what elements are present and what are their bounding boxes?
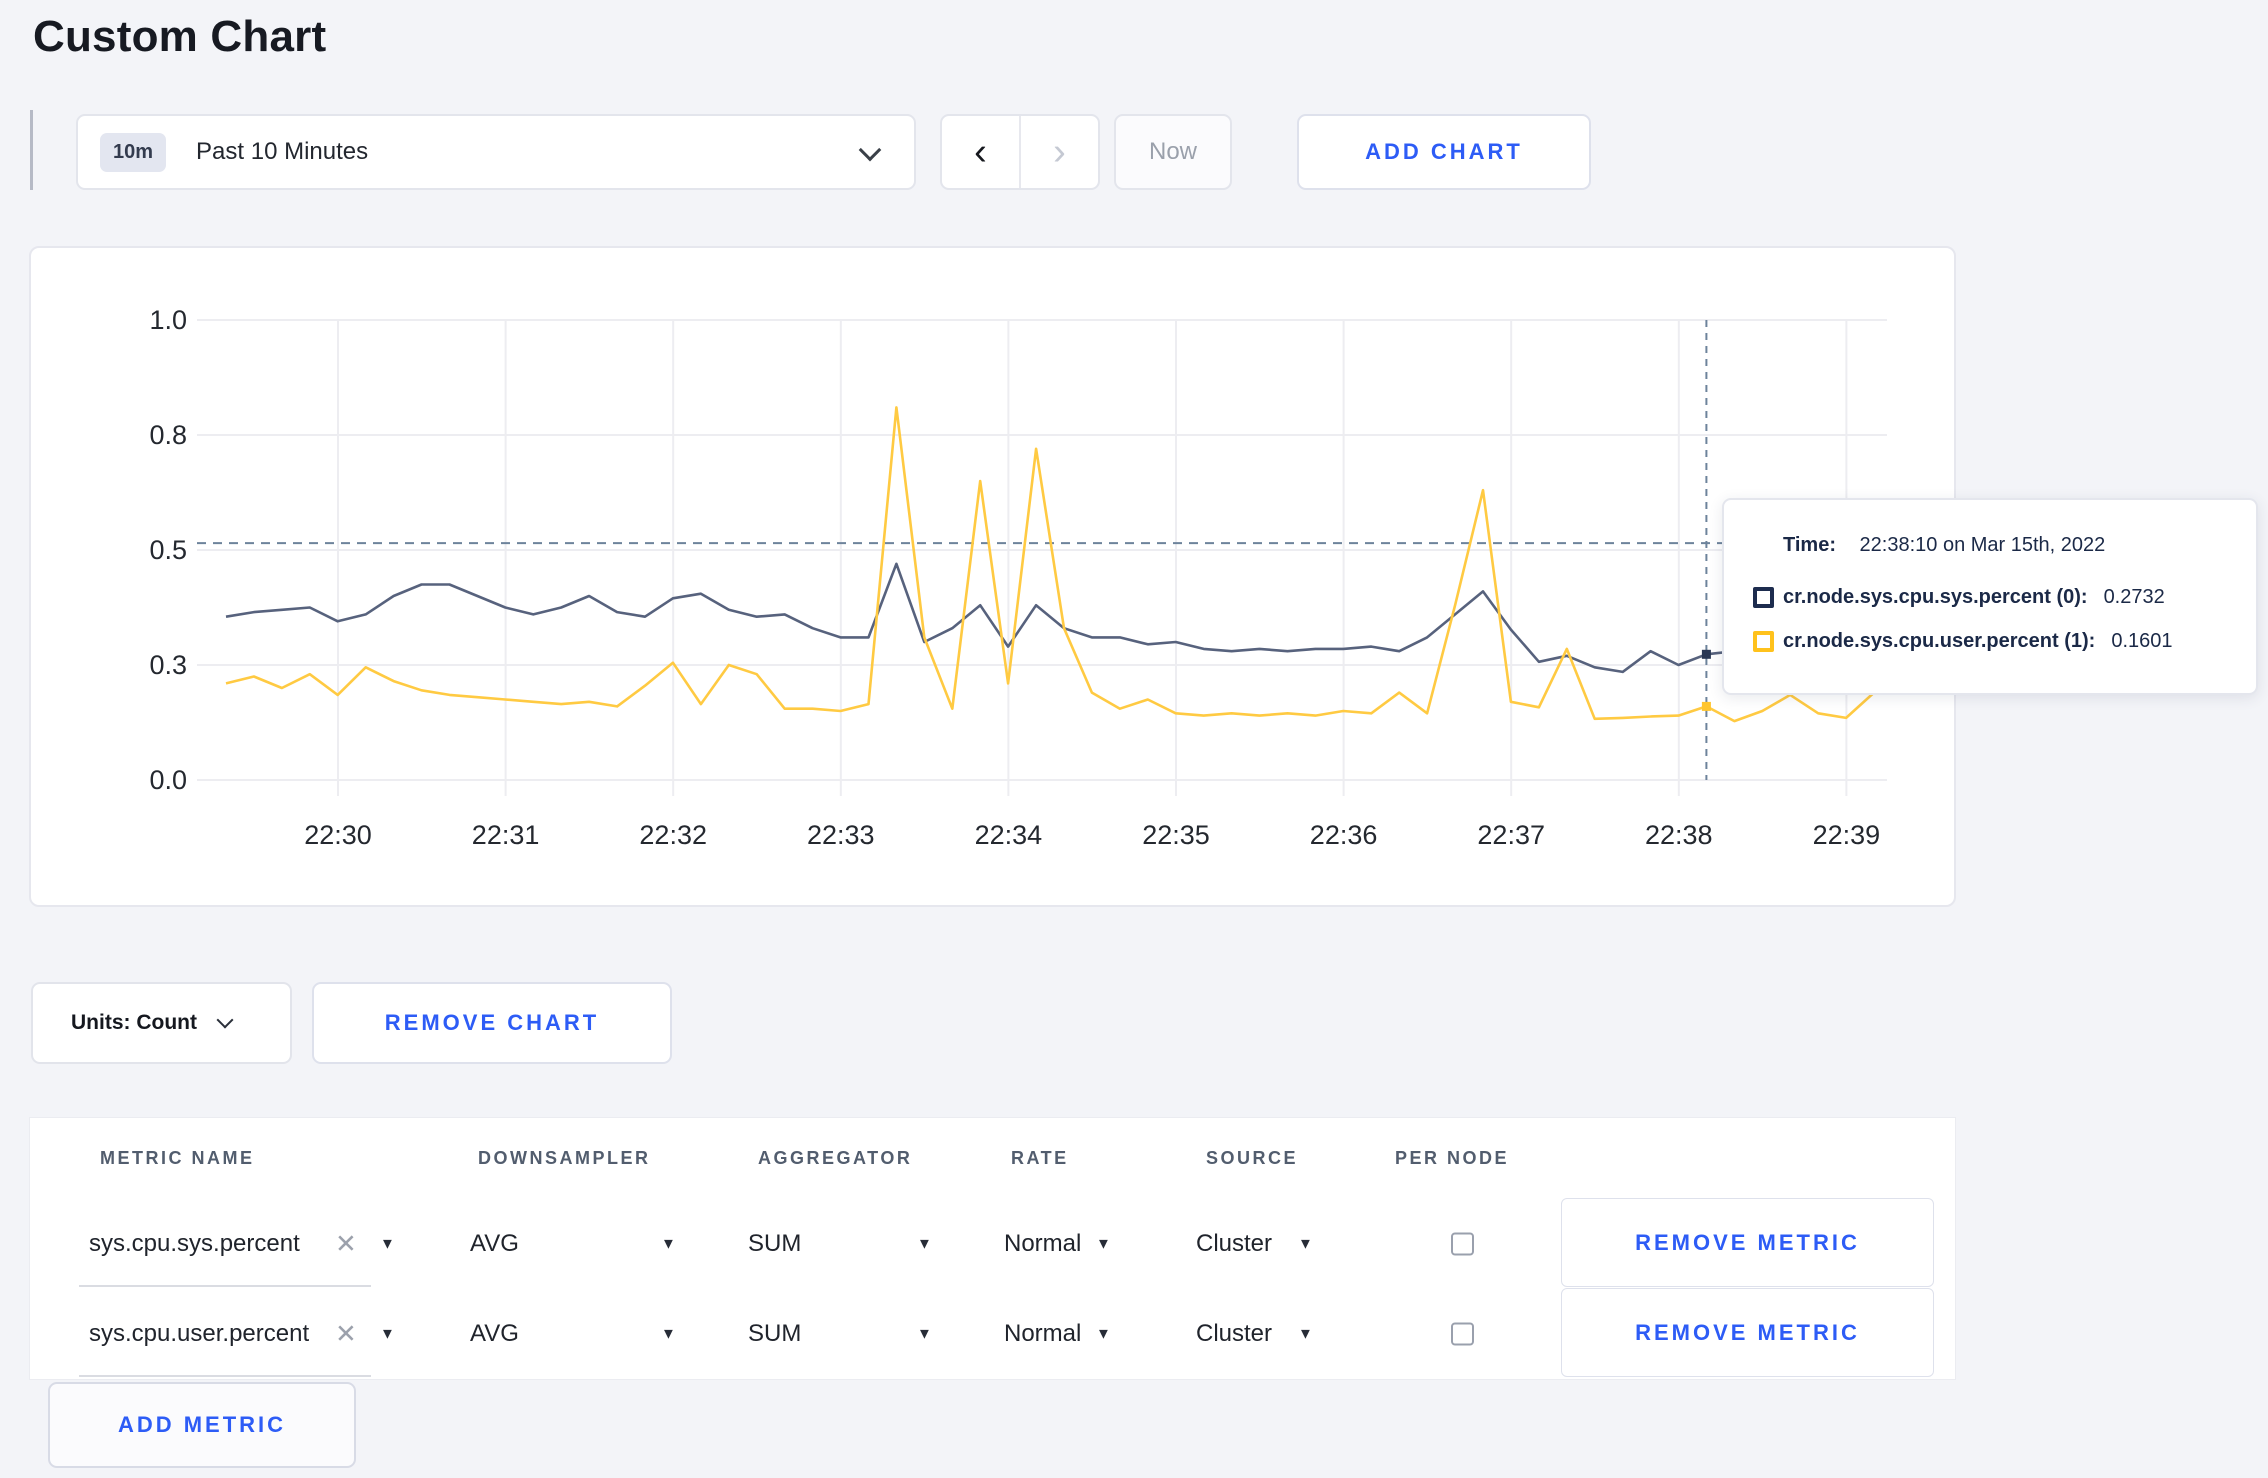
aggregator-select[interactable]: SUM: [748, 1319, 802, 1347]
chevron-down-icon[interactable]: ▼: [917, 1235, 932, 1252]
svg-text:0.8: 0.8: [149, 420, 187, 450]
chevron-down-icon: [216, 1011, 234, 1029]
col-header-per-node: PER NODE: [1395, 1148, 1510, 1168]
chart-tooltip: Time: 22:38:10 on Mar 15th, 2022 cr.node…: [1722, 498, 2258, 695]
col-header-source: SOURCE: [1206, 1148, 1299, 1168]
table-row: sys.cpu.user.percent ✕ ▼ AVG ▼ SUM ▼ Nor…: [30, 1289, 1955, 1378]
tooltip-time-label: Time:: [1783, 534, 1836, 556]
chart-card: 0.0 0.3 0.5 0.8 1.0 22:30 22:31 22:32 22:33 22:34…: [29, 246, 1956, 907]
svg-text:22:39: 22:39: [1813, 820, 1881, 850]
chevron-down-icon[interactable]: ▼: [1298, 1235, 1313, 1252]
svg-text:22:32: 22:32: [639, 820, 707, 850]
series-swatch-sys-icon: [1753, 587, 1774, 608]
chevron-down-icon[interactable]: ▼: [917, 1325, 932, 1342]
remove-metric-button[interactable]: REMOVE METRIC: [1561, 1198, 1934, 1287]
tooltip-series-name: cr.node.sys.cpu.sys.percent (0):: [1783, 586, 2088, 608]
units-dropdown[interactable]: Units: Count: [31, 982, 292, 1064]
tooltip-series-row: cr.node.sys.cpu.user.percent (1): 0.1601: [1753, 630, 2173, 653]
series-swatch-user-icon: [1753, 631, 1774, 652]
downsampler-select[interactable]: AVG: [470, 1229, 519, 1257]
remove-tag-icon[interactable]: ✕: [335, 1228, 357, 1258]
table-row: sys.cpu.sys.percent ✕ ▼ AVG ▼ SUM ▼ Norm…: [30, 1199, 1955, 1288]
tooltip-series-name: cr.node.sys.cpu.user.percent (1):: [1783, 630, 2096, 652]
svg-text:0.0: 0.0: [149, 765, 187, 795]
remove-tag-icon[interactable]: ✕: [335, 1318, 357, 1348]
chevron-down-icon[interactable]: ▼: [380, 1235, 395, 1252]
svg-text:22:33: 22:33: [807, 820, 875, 850]
tooltip-time: Time: 22:38:10 on Mar 15th, 2022: [1783, 534, 2105, 557]
time-range-label: Past 10 Minutes: [196, 138, 369, 165]
chevron-down-icon[interactable]: ▼: [380, 1325, 395, 1342]
col-header-rate: RATE: [1011, 1148, 1069, 1168]
chevron-down-icon: [858, 138, 882, 162]
svg-text:0.5: 0.5: [149, 535, 187, 565]
chevron-down-icon[interactable]: ▼: [1096, 1235, 1111, 1252]
page-title: Custom Chart: [33, 12, 327, 61]
chevron-down-icon[interactable]: ▼: [1096, 1325, 1111, 1342]
tooltip-series-row: cr.node.sys.cpu.sys.percent (0): 0.2732: [1753, 586, 2165, 609]
time-nav-group: ‹ ›: [940, 114, 1100, 190]
chevron-left-icon: ‹: [974, 130, 987, 173]
col-header-metric-name: METRIC NAME: [100, 1148, 255, 1168]
per-node-checkbox[interactable]: [1451, 1232, 1474, 1255]
timeseries-chart[interactable]: 0.0 0.3 0.5 0.8 1.0 22:30 22:31 22:32 22:33 22:34…: [31, 248, 1954, 905]
metric-name-underline: [79, 1285, 371, 1287]
source-select[interactable]: Cluster: [1196, 1229, 1273, 1257]
metric-name-value[interactable]: sys.cpu.sys.percent: [89, 1229, 300, 1257]
chevron-down-icon[interactable]: ▼: [661, 1325, 676, 1342]
svg-text:1.0: 1.0: [149, 305, 187, 335]
svg-text:22:37: 22:37: [1477, 820, 1545, 850]
svg-text:22:38: 22:38: [1645, 820, 1713, 850]
svg-text:22:36: 22:36: [1310, 820, 1378, 850]
tooltip-series-value: 0.1601: [2111, 630, 2173, 652]
tooltip-time-value: 22:38:10 on Mar 15th, 2022: [1859, 534, 2106, 556]
rate-select[interactable]: Normal: [1004, 1229, 1082, 1257]
chevron-right-icon: ›: [1053, 130, 1066, 173]
downsampler-select[interactable]: AVG: [470, 1319, 519, 1347]
remove-metric-button[interactable]: REMOVE METRIC: [1561, 1288, 1934, 1377]
time-range-badge: 10m: [100, 132, 167, 172]
add-chart-button[interactable]: ADD CHART: [1297, 114, 1591, 190]
toolbar-left-divider: [30, 110, 33, 190]
svg-text:22:35: 22:35: [1142, 820, 1210, 850]
units-label: Units: Count: [71, 1011, 197, 1034]
tooltip-series-value: 0.2732: [2103, 586, 2165, 608]
prev-time-button[interactable]: ‹: [942, 116, 1021, 188]
aggregator-select[interactable]: SUM: [748, 1229, 802, 1257]
svg-text:22:31: 22:31: [472, 820, 540, 850]
chevron-down-icon[interactable]: ▼: [661, 1235, 676, 1252]
metric-name-value[interactable]: sys.cpu.user.percent: [89, 1319, 310, 1347]
svg-text:22:30: 22:30: [304, 820, 372, 850]
next-time-button[interactable]: ›: [1021, 116, 1098, 188]
rate-select[interactable]: Normal: [1004, 1319, 1082, 1347]
metric-name-underline: [79, 1375, 371, 1377]
remove-chart-button[interactable]: REMOVE CHART: [312, 982, 672, 1064]
source-select[interactable]: Cluster: [1196, 1319, 1273, 1347]
svg-text:0.3: 0.3: [149, 650, 187, 680]
col-header-downsampler: DOWNSAMPLER: [478, 1148, 651, 1168]
now-button[interactable]: Now: [1114, 114, 1232, 190]
add-metric-button[interactable]: ADD METRIC: [48, 1382, 356, 1468]
time-range-dropdown[interactable]: 10m Past 10 Minutes: [76, 114, 916, 190]
per-node-checkbox[interactable]: [1451, 1322, 1474, 1345]
chevron-down-icon[interactable]: ▼: [1298, 1325, 1313, 1342]
svg-text:22:34: 22:34: [975, 820, 1043, 850]
col-header-aggregator: AGGREGATOR: [758, 1148, 913, 1168]
